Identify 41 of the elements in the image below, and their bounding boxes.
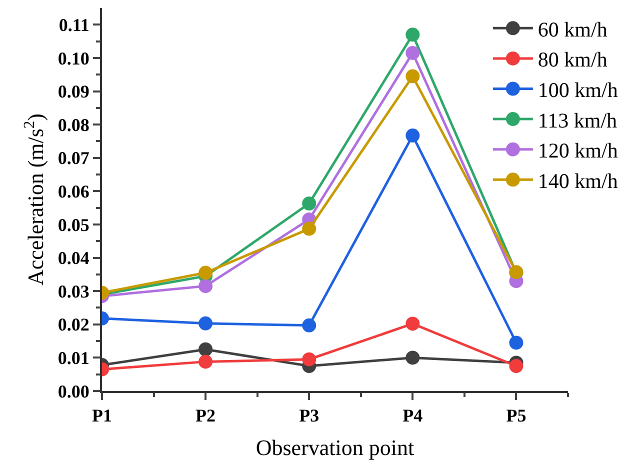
y-tick-label: 0.08 xyxy=(58,114,90,135)
point xyxy=(406,69,420,84)
y-tick-label: 0.00 xyxy=(58,381,90,402)
point xyxy=(198,354,213,369)
point xyxy=(302,352,316,366)
y-tick-label: 0.11 xyxy=(58,14,90,35)
x-tick-label: P1 xyxy=(92,406,112,426)
y-tick-label: 0.03 xyxy=(58,281,90,302)
y-tick-label: 0.04 xyxy=(58,248,90,268)
point xyxy=(302,318,316,332)
point xyxy=(509,336,524,350)
x-tick-label: P4 xyxy=(402,406,423,426)
point xyxy=(302,196,316,210)
point xyxy=(406,350,420,365)
point xyxy=(406,46,420,60)
y-tick-label: 0.02 xyxy=(58,314,90,335)
point xyxy=(198,279,213,294)
point xyxy=(198,342,213,356)
y-tick-label: 0.09 xyxy=(58,82,90,102)
legend-label: 80 km/h xyxy=(538,48,608,72)
point xyxy=(406,28,420,42)
y-tick-label: 0.06 xyxy=(58,181,90,202)
legend-label: 120 km/h xyxy=(538,138,618,163)
legend-label: 140 km/h xyxy=(538,168,618,193)
x-tick-label: P3 xyxy=(299,406,320,426)
y-tick-label: 0.01 xyxy=(58,348,90,368)
legend-label: 60 km/h xyxy=(538,17,608,42)
x-tick-label: P5 xyxy=(506,406,526,426)
point xyxy=(509,359,524,374)
point xyxy=(198,266,213,280)
point xyxy=(198,316,213,330)
x-tick-label: P2 xyxy=(196,406,216,426)
y-tick-label: 0.05 xyxy=(58,214,90,235)
legend-label: 100 km/h xyxy=(538,78,618,102)
x-axis-title: Observation point xyxy=(256,435,414,460)
point xyxy=(406,128,420,143)
legend-label: 113 km/h xyxy=(538,108,618,132)
y-tick-label: 0.07 xyxy=(58,148,90,168)
point xyxy=(406,316,420,331)
y-tick-label: 0.10 xyxy=(58,48,90,68)
point xyxy=(302,222,316,236)
